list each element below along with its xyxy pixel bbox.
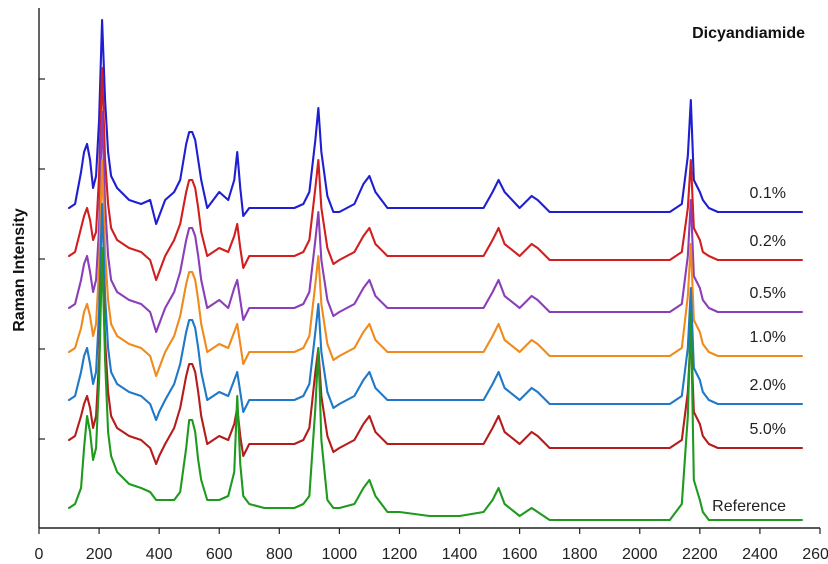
spectrum-line-2-0- bbox=[67, 202, 804, 422]
x-tick-label: 1200 bbox=[382, 546, 418, 563]
x-tick-label: 1800 bbox=[562, 546, 598, 563]
x-ticks: 0 200 400 600 800 1000 1200 1400 1600 1800 2000 220… bbox=[35, 528, 828, 563]
series-label-0-1-: 0.1% bbox=[750, 185, 786, 202]
series-label-0-5-: 0.5% bbox=[750, 285, 786, 302]
series-label-reference: Reference bbox=[712, 498, 786, 515]
labels-group: 0.1% 0.2% 0.5% 1.0% 2.0% 5.0% Reference bbox=[712, 185, 786, 515]
series-label-0-2-: 0.2% bbox=[750, 233, 786, 250]
series-label-5-0-: 5.0% bbox=[750, 421, 786, 438]
series-group bbox=[67, 18, 804, 522]
x-tick-label: 1400 bbox=[442, 546, 478, 563]
x-tick-label: 600 bbox=[206, 546, 233, 563]
x-tick-label: 800 bbox=[266, 546, 293, 563]
spectrum-line-reference bbox=[67, 246, 804, 522]
x-tick-label: 1600 bbox=[502, 546, 538, 563]
spectrum-line-0-5- bbox=[67, 110, 804, 334]
x-tick-label: 1000 bbox=[322, 546, 358, 563]
spectrum-line-5-0- bbox=[67, 246, 804, 466]
x-tick-label: 0 bbox=[35, 546, 44, 563]
series-label-1-0-: 1.0% bbox=[750, 329, 786, 346]
x-tick-label: 2200 bbox=[682, 546, 718, 563]
spectrum-line-1-0- bbox=[67, 158, 804, 378]
x-tick-label: 200 bbox=[86, 546, 113, 563]
y-ticks bbox=[39, 78, 45, 440]
y-axis-label: Raman Intensity bbox=[11, 208, 28, 332]
spectrum-line-0-1- bbox=[67, 18, 804, 226]
x-tick-label: 2400 bbox=[742, 546, 778, 563]
chart-title: Dicyandiamide bbox=[692, 25, 805, 42]
series-label-2-0-: 2.0% bbox=[750, 377, 786, 394]
spectrum-line-0-2- bbox=[67, 66, 804, 282]
axes bbox=[38, 8, 820, 529]
x-tick-label: 400 bbox=[146, 546, 173, 563]
x-tick-label: 2000 bbox=[622, 546, 658, 563]
